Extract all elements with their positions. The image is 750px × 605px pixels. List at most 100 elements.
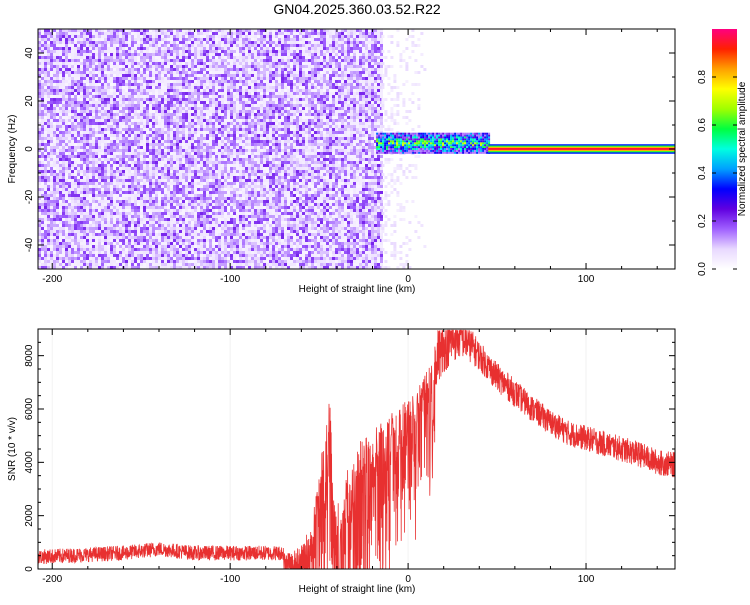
heatmap-cell: [176, 98, 179, 101]
heatmap-cell: [74, 203, 77, 206]
heatmap-cell: [173, 104, 176, 107]
heatmap-cell: [92, 149, 95, 152]
heatmap-cell: [149, 170, 152, 173]
heatmap-cell: [131, 203, 134, 206]
heatmap-cell: [155, 143, 158, 146]
heatmap-cell: [77, 29, 80, 32]
heatmap-cell: [122, 215, 125, 218]
heatmap-cell: [44, 158, 47, 161]
heatmap-cell: [113, 95, 116, 98]
heatmap-cell: [203, 65, 206, 68]
heatmap-cell: [149, 164, 152, 167]
heatmap-cell: [167, 35, 170, 38]
heatmap-cell: [188, 137, 191, 140]
heatmap-cell: [89, 206, 92, 209]
heatmap-cell: [104, 152, 107, 155]
heatmap-cell: [152, 215, 155, 218]
heatmap-cell: [95, 83, 98, 86]
heatmap-cell: [158, 110, 161, 113]
heatmap-cell: [125, 227, 128, 230]
heatmap-cell: [116, 260, 119, 263]
heatmap-cell: [80, 128, 83, 131]
heatmap-cell: [164, 122, 167, 125]
heatmap-cell: [77, 215, 80, 218]
heatmap-cell: [62, 164, 65, 167]
heatmap-cell: [116, 128, 119, 131]
heatmap-cell: [206, 251, 209, 254]
heatmap-cell: [83, 125, 86, 128]
heatmap-cell: [119, 212, 122, 215]
heatmap-cell: [200, 77, 203, 80]
heatmap-cell: [47, 80, 50, 83]
heatmap-cell: [101, 59, 104, 62]
heatmap-cell: [173, 122, 176, 125]
heatmap-cell: [119, 101, 122, 104]
heatmap-cell: [113, 230, 116, 233]
heatmap-cell: [122, 209, 125, 212]
heatmap-cell: [221, 242, 224, 245]
heatmap-cell: [68, 182, 71, 185]
heatmap-cell: [128, 38, 131, 41]
heatmap-cell: [119, 44, 122, 47]
heatmap-cell: [98, 116, 101, 119]
heatmap-cell: [56, 137, 59, 140]
heatmap-cell: [182, 131, 185, 134]
heatmap-cell: [56, 248, 59, 251]
heatmap-cell: [131, 65, 134, 68]
heatmap-cell: [65, 155, 68, 158]
heatmap-cell: [185, 191, 188, 194]
heatmap-cell: [107, 194, 110, 197]
heatmap-cell: [56, 44, 59, 47]
heatmap-cell: [110, 173, 113, 176]
heatmap-cell: [146, 110, 149, 113]
heatmap-cell: [101, 203, 104, 206]
heatmap-cell: [74, 110, 77, 113]
heatmap-cell: [125, 191, 128, 194]
heatmap-cell: [59, 167, 62, 170]
heatmap-cell: [152, 53, 155, 56]
heatmap-cell: [68, 29, 71, 32]
heatmap-cell: [74, 143, 77, 146]
heatmap-cell: [206, 50, 209, 53]
heatmap-cell: [149, 209, 152, 212]
heatmap-cell: [38, 251, 41, 254]
heatmap-cell: [173, 131, 176, 134]
heatmap-cell: [62, 29, 65, 32]
heatmap-cell: [68, 251, 71, 254]
heatmap-cell: [152, 29, 155, 32]
heatmap-cell: [68, 167, 71, 170]
heatmap-cell: [191, 50, 194, 53]
heatmap-cell: [62, 92, 65, 95]
heatmap-cell: [218, 68, 221, 71]
heatmap-cell: [110, 89, 113, 92]
heatmap-cell: [101, 164, 104, 167]
heatmap-cell: [146, 101, 149, 104]
heatmap-cell: [53, 122, 56, 125]
heatmap-cell: [149, 158, 152, 161]
heatmap-cell: [158, 47, 161, 50]
heatmap-cell: [53, 221, 56, 224]
heatmap-cell: [152, 110, 155, 113]
heatmap-cell: [119, 233, 122, 236]
heatmap-cell: [218, 122, 221, 125]
heatmap-cell: [41, 164, 44, 167]
heatmap-cell: [122, 170, 125, 173]
heatmap-cell: [44, 197, 47, 200]
heatmap-cell: [74, 164, 77, 167]
heatmap-cell: [128, 101, 131, 104]
heatmap-cell: [161, 38, 164, 41]
heatmap-cell: [179, 137, 182, 140]
heatmap-cell: [125, 245, 128, 248]
heatmap-cell: [71, 182, 74, 185]
heatmap-cell: [95, 143, 98, 146]
heatmap-cell: [77, 59, 80, 62]
heatmap-cell: [134, 260, 137, 263]
heatmap-cell: [53, 266, 56, 269]
heatmap-cell: [143, 134, 146, 137]
heatmap-cell: [113, 185, 116, 188]
heatmap-cell: [89, 116, 92, 119]
heatmap-cell: [149, 200, 152, 203]
heatmap-cell: [188, 233, 191, 236]
